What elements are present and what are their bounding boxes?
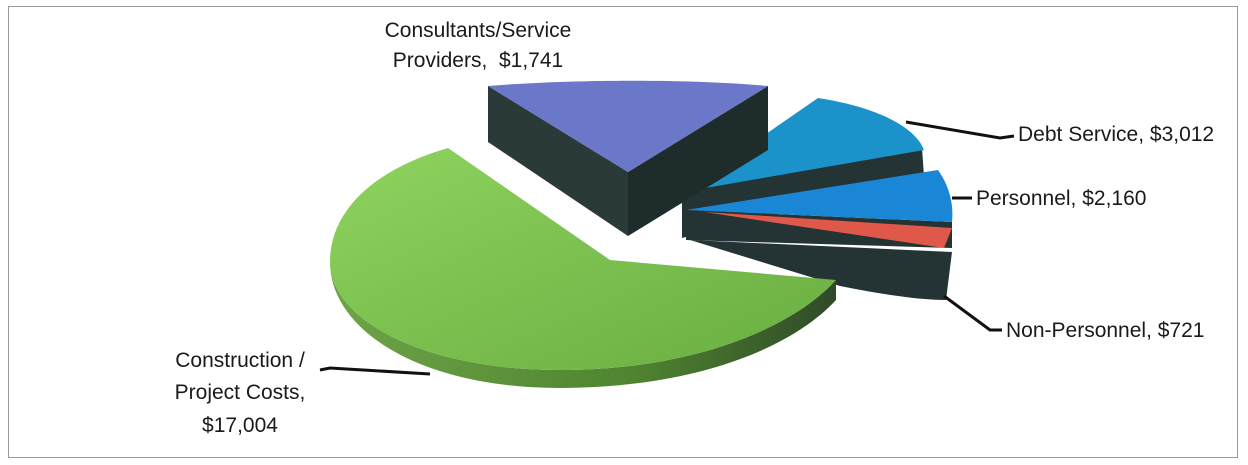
leader-debt: [905, 120, 1015, 140]
data-label-personnel: Personnel, $2,160: [976, 187, 1146, 210]
data-label-debt: Debt Service, $3,012: [1018, 123, 1214, 146]
slice-construction-top: [330, 148, 836, 370]
slice-non-personnel-top: [704, 212, 952, 248]
data-label-construction-line3: $17,004: [202, 414, 278, 437]
slice-consultants-top: [488, 80, 768, 172]
slice-personnel-top: [686, 170, 953, 222]
slice-consultants-side: [488, 86, 628, 236]
leader-nonpersonnel: [943, 294, 1002, 332]
slice-debt-service-top: [682, 98, 924, 192]
data-label-construction-line1: Construction /: [175, 349, 305, 372]
slice-consultants: [488, 80, 768, 236]
slice-construction-side: [330, 262, 836, 388]
slice-consultants-side-right: [628, 86, 768, 236]
slice-non-personnel: [690, 212, 952, 300]
data-label-construction-line2: Project Costs,: [175, 381, 306, 404]
slice-non-personnel-side: [690, 240, 952, 300]
data-label-consultants-line1: Consultants/Service: [385, 19, 572, 42]
slice-construction: [330, 148, 836, 388]
leader-construction: [319, 366, 431, 376]
data-label-consultants-line2: Providers, $1,741: [393, 49, 563, 72]
data-label-nonpersonnel: Non-Personnel, $721: [1006, 319, 1204, 342]
